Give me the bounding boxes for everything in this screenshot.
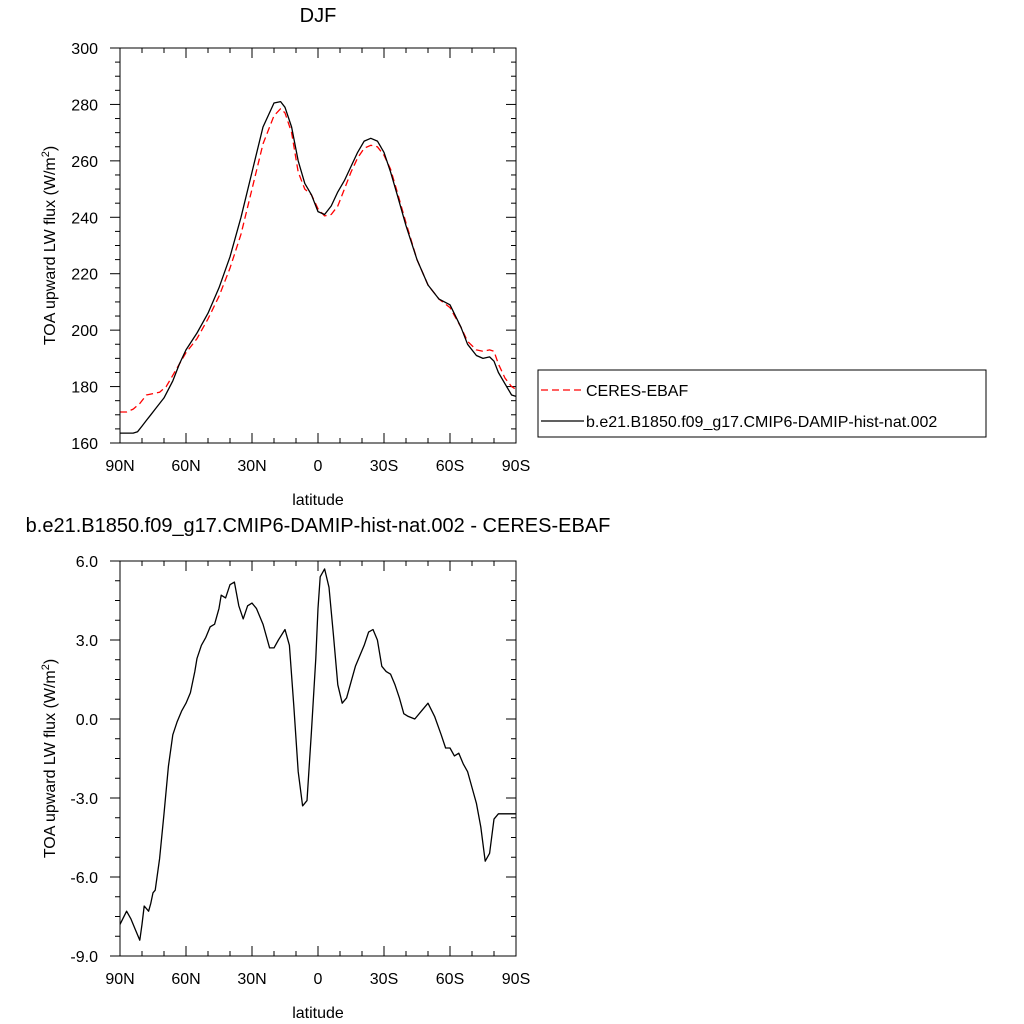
y-tick-label: 200	[71, 323, 98, 340]
x-axis-label-bottom: latitude	[292, 1005, 344, 1022]
x-tick-label: 60N	[171, 458, 200, 475]
y-tick-label: 6.0	[76, 554, 98, 571]
top-panel: DJF 90N 60N 30N 0 30S 60S 90S 160 180 200 220 240 26…	[40, 5, 987, 509]
legend-label-model: b.e21.B1850.f09_g17.CMIP6-DAMIP-hist-nat…	[586, 414, 937, 431]
x-tick-label: 90S	[502, 971, 530, 988]
top-panel-ticks: 90N 60N 30N 0 30S 60S 90S 160 180 200 220 240 260 280…	[71, 41, 530, 475]
bottom-panel-ticks: 90N 60N 30N 0 30S 60S 90S -9.0 -6.0 -3.0 0.0 3.0 6.0	[70, 554, 530, 988]
x-tick-label: 60S	[436, 458, 464, 475]
x-tick-label: 60S	[436, 971, 464, 988]
series-line-ceres	[120, 108, 517, 413]
difference-chart-title: b.e21.B1850.f09_g17.CMIP6-DAMIP-hist-nat…	[26, 515, 611, 537]
series-line-model	[120, 100, 517, 434]
legend-box	[537, 369, 987, 438]
x-tick-label: 90N	[105, 458, 134, 475]
y-tick-label: 280	[71, 97, 98, 114]
y-axis-label-superscript: 2	[40, 664, 52, 670]
legend: CERES-EBAF b.e21.B1850.f09_g17.CMIP6-DAM…	[537, 369, 987, 438]
y-tick-label: 240	[71, 210, 98, 227]
x-tick-label: 90S	[502, 458, 530, 475]
x-tick-label: 30S	[370, 458, 398, 475]
y-axis-label-close: )	[42, 146, 59, 151]
plot-frame	[119, 47, 517, 444]
x-tick-label: 90N	[105, 971, 134, 988]
x-tick-label: 0	[314, 458, 323, 475]
legend-label-ceres: CERES-EBAF	[586, 383, 688, 400]
y-tick-label: -9.0	[70, 949, 98, 966]
y-axis-label-bottom: TOA upward LW flux (W/m2)	[40, 659, 59, 858]
y-tick-label: 300	[71, 41, 98, 58]
y-axis-label-superscript: 2	[40, 151, 52, 157]
series-line-difference	[119, 568, 516, 941]
x-tick-label: 30N	[237, 971, 266, 988]
y-axis-label-main: TOA upward LW flux (W/m	[42, 157, 59, 345]
y-axis-label-close: )	[42, 659, 59, 664]
plot-frame-bottom	[119, 560, 517, 957]
top-panel-series	[120, 100, 517, 434]
y-tick-label: 220	[71, 267, 98, 284]
y-axis-label: TOA upward LW flux (W/m2)	[40, 146, 59, 345]
y-tick-label: 260	[71, 154, 98, 171]
chart-title: DJF	[300, 5, 337, 27]
x-tick-label: 0	[314, 971, 323, 988]
y-tick-label: 0.0	[76, 712, 98, 729]
x-tick-label: 30N	[237, 458, 266, 475]
x-tick-label: 30S	[370, 971, 398, 988]
y-tick-label: -6.0	[70, 870, 98, 887]
x-axis-label: latitude	[292, 492, 344, 509]
y-tick-label: -3.0	[70, 791, 98, 808]
y-tick-label: 180	[71, 380, 98, 397]
bottom-panel-series	[119, 568, 516, 941]
y-tick-label: 3.0	[76, 633, 98, 650]
y-axis-label-main: TOA upward LW flux (W/m	[42, 670, 59, 858]
bottom-panel: b.e21.B1850.f09_g17.CMIP6-DAMIP-hist-nat…	[26, 515, 611, 1022]
x-tick-label: 60N	[171, 971, 200, 988]
y-tick-label: 160	[71, 436, 98, 453]
